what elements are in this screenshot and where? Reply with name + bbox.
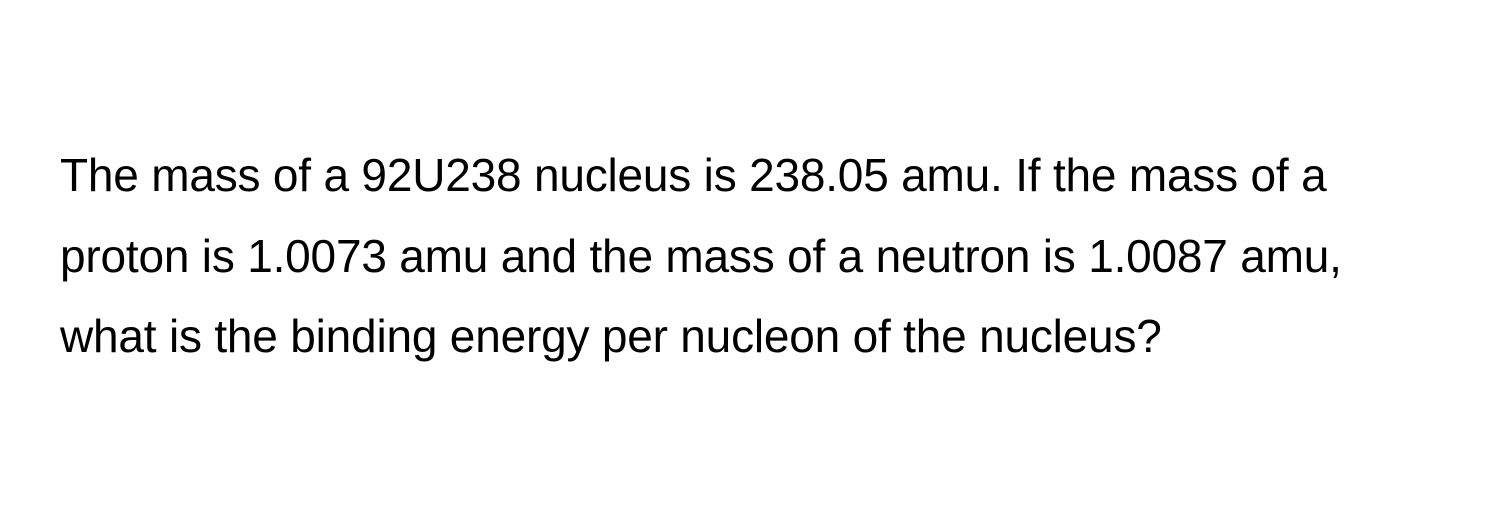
question-text: The mass of a 92U238 nucleus is 238.05 a…: [60, 135, 1440, 377]
